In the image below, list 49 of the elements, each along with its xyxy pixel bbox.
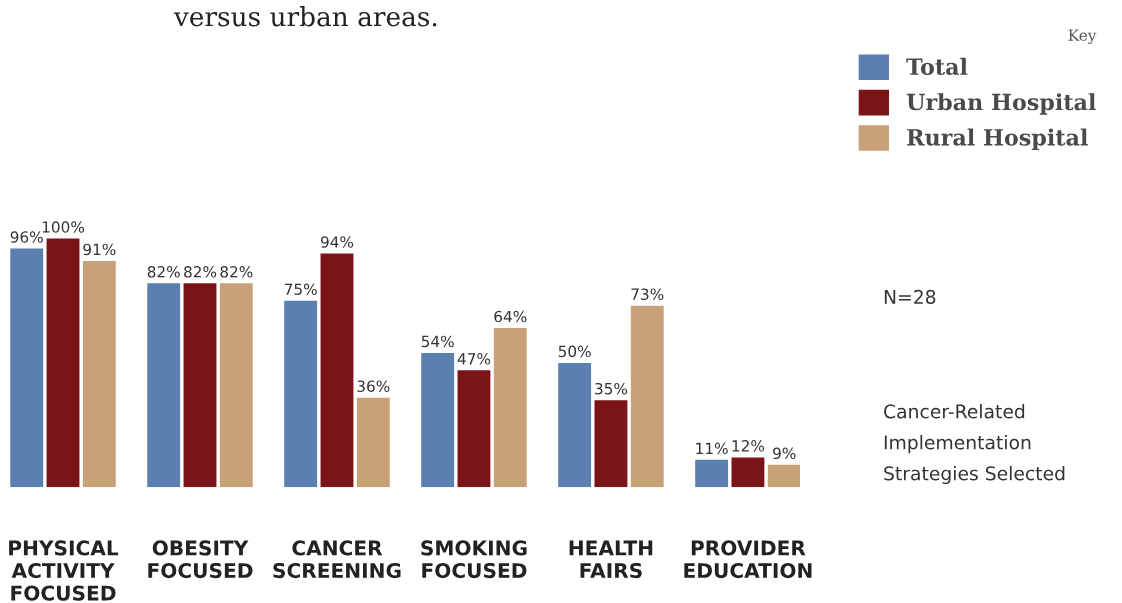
x-tick-label: OBESITY FOCUSED (148, 540, 253, 579)
legend-title: Key (1068, 29, 1097, 45)
bar (731, 457, 765, 488)
x-tick-label: PHYSICAL ACTIVITY FOCUSED (9, 540, 119, 601)
x-tick-label: CANCER SCREENING (273, 540, 401, 579)
bar (767, 464, 800, 488)
bar (46, 238, 80, 488)
legend-label: Rural Hospital (907, 128, 1088, 150)
x-tick-label: HEALTH FAIRS (569, 540, 653, 579)
bar (695, 459, 729, 488)
bar (630, 305, 664, 488)
chart-title: versus urban areas. (173, 6, 437, 27)
legend-label: Total (906, 57, 968, 76)
bar (493, 328, 527, 488)
data-label: 91% (83, 243, 116, 256)
x-tick-label: PROVIDER EDUCATION (684, 540, 812, 579)
bar (594, 400, 628, 488)
bar (10, 248, 44, 488)
data-label: 36% (357, 380, 390, 392)
x-tick-label: SMOKING FOCUSED (421, 540, 527, 579)
data-label: 82% (220, 266, 253, 278)
data-label: 35% (595, 382, 628, 395)
data-label: 82% (147, 266, 180, 278)
bar (147, 283, 181, 488)
data-label: 11% (696, 442, 728, 455)
legend-label: Urban Hospital (906, 93, 1096, 115)
data-label: 12% (732, 440, 765, 452)
data-label: 82% (184, 266, 217, 278)
data-label: 54% (421, 335, 454, 348)
data-label: 75% (284, 283, 317, 295)
data-label: 50% (558, 345, 591, 358)
bar (356, 397, 390, 488)
bar (421, 352, 455, 488)
bar (320, 253, 354, 488)
bar (82, 260, 116, 488)
data-label: 47% (457, 353, 491, 365)
data-label: 94% (320, 236, 354, 248)
text: N=28 (884, 289, 936, 304)
data-label: 64% (494, 310, 527, 323)
bar (457, 370, 491, 488)
data-label: 96% (10, 231, 43, 243)
bar (183, 283, 217, 488)
data-label: 73% (631, 288, 664, 300)
bar (219, 283, 253, 488)
bar (284, 300, 318, 488)
data-label: 9% (773, 447, 796, 460)
text: Cancer-Related Implementation Strategies Selected (884, 404, 1065, 485)
data-label: 100% (42, 221, 85, 233)
bar (558, 362, 592, 488)
